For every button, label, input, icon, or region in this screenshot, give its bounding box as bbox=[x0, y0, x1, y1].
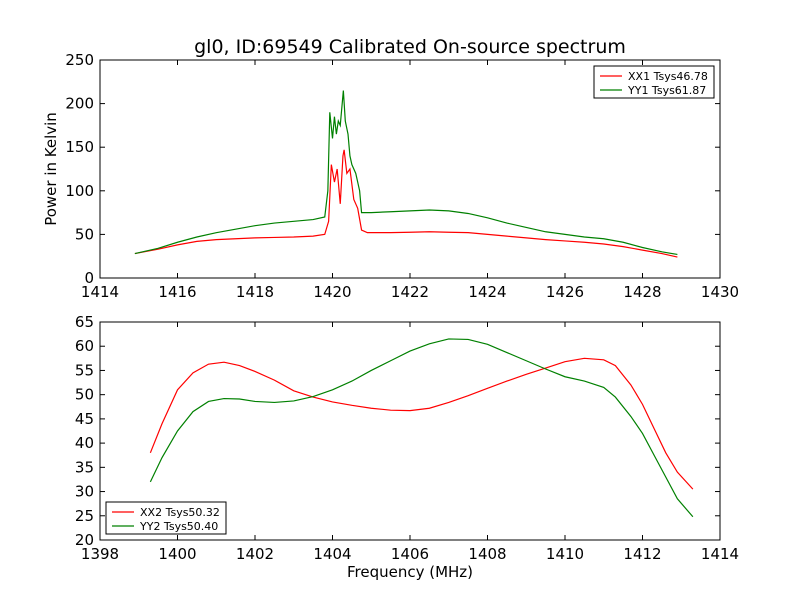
bottom-y-tick-label: 40 bbox=[75, 434, 94, 452]
top-x-tick-label: 1414 bbox=[81, 283, 119, 301]
bottom-y-tick-label: 25 bbox=[75, 507, 94, 525]
bottom-x-tick-label: 1414 bbox=[701, 545, 739, 563]
bottom-x-tick-label: 1402 bbox=[236, 545, 274, 563]
bottom-x-tick-label: 1398 bbox=[81, 545, 119, 563]
top-y-tick-label: 100 bbox=[65, 182, 94, 200]
top-x-tick-label: 1424 bbox=[468, 283, 506, 301]
top-y-tick-label: 0 bbox=[84, 269, 94, 287]
top-legend-label-2: YY1 Tsys61.87 bbox=[627, 84, 706, 97]
top-x-tick-label: 1420 bbox=[313, 283, 351, 301]
bottom-y-tick-label: 50 bbox=[75, 386, 94, 404]
bottom-series-line-1 bbox=[149, 357, 694, 490]
bottom-x-tick-label: 1408 bbox=[468, 545, 506, 563]
top-x-tick-label: 1416 bbox=[158, 283, 196, 301]
bottom-y-tick-label: 30 bbox=[75, 483, 94, 501]
top-y-tick-label: 50 bbox=[75, 225, 94, 243]
bottom-x-tick-label: 1400 bbox=[158, 545, 196, 563]
bottom-y-tick-label: 20 bbox=[75, 531, 94, 549]
bottom-panel: Frequency (MHz) 1398 1400 1402 1404 1406 1408… bbox=[75, 313, 739, 581]
top-series-line-1 bbox=[134, 149, 678, 258]
top-legend-box bbox=[593, 65, 715, 99]
top-y-tick-label: 250 bbox=[65, 51, 94, 69]
top-x-tick-label: 1422 bbox=[391, 283, 429, 301]
top-x-tick-label: 1418 bbox=[236, 283, 274, 301]
figure-title: gl0, ID:69549 Calibrated On-source spect… bbox=[194, 36, 626, 58]
top-x-tick-label: 1430 bbox=[701, 283, 739, 301]
top-series-line-2 bbox=[134, 90, 678, 256]
bottom-y-tick-label: 60 bbox=[75, 337, 94, 355]
bottom-y-tick-label: 35 bbox=[75, 458, 94, 476]
bottom-legend-label-1: XX2 Tsys50.32 bbox=[140, 506, 220, 519]
top-panel: Power in Kelvin 1414 1416 1418 1420 1422 1424… bbox=[42, 51, 739, 301]
bottom-x-tick-label: 1404 bbox=[313, 545, 351, 563]
top-plot-area: 1414 1416 1418 1420 1422 1424 1426 1428 1430 0 50 1… bbox=[65, 51, 739, 301]
bottom-legend-box bbox=[105, 501, 227, 535]
bottom-y-tick-label: 45 bbox=[75, 410, 94, 428]
top-y-tick-label: 150 bbox=[65, 138, 94, 156]
top-x-tick-label: 1426 bbox=[546, 283, 584, 301]
top-y-axis-label: Power in Kelvin bbox=[42, 112, 60, 226]
bottom-x-tick-label: 1410 bbox=[546, 545, 584, 563]
top-legend-label-1: XX1 Tsys46.78 bbox=[628, 70, 708, 83]
top-x-tick-label: 1428 bbox=[623, 283, 661, 301]
top-y-tick-label: 200 bbox=[65, 95, 94, 113]
bottom-x-axis-label: Frequency (MHz) bbox=[347, 563, 473, 581]
bottom-y-tick-label: 55 bbox=[75, 361, 94, 379]
bottom-plot-area: 1398 1400 1402 1404 1406 1408 1410 1412 1414 20 25… bbox=[75, 313, 739, 563]
bottom-y-tick-label: 65 bbox=[75, 313, 94, 331]
bottom-x-tick-label: 1406 bbox=[391, 545, 429, 563]
bottom-series-line-2 bbox=[149, 338, 694, 518]
bottom-x-tick-label: 1412 bbox=[623, 545, 661, 563]
bottom-legend-label-2: YY2 Tsys50.40 bbox=[139, 520, 218, 533]
